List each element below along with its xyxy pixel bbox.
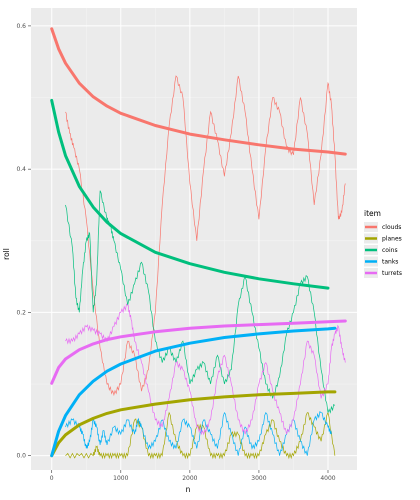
legend-label: clouds bbox=[382, 224, 401, 231]
legend-item-planes: planes bbox=[364, 233, 402, 244]
raw-line-coins bbox=[65, 190, 336, 414]
legend-title: item bbox=[364, 209, 381, 218]
legend-label: turrets bbox=[382, 270, 402, 277]
raw-line-planes bbox=[65, 411, 336, 460]
trend-line-clouds bbox=[50, 27, 347, 156]
legend-label: tanks bbox=[382, 259, 398, 266]
trend-line-turrets bbox=[50, 319, 347, 385]
trend-series-lines bbox=[50, 27, 347, 458]
legend-label: coins bbox=[382, 247, 398, 254]
legend-item-turrets: turrets bbox=[364, 268, 402, 278]
y-axis-title: roll bbox=[2, 248, 11, 260]
legend-item-coins: coins bbox=[364, 245, 398, 255]
x-tick-label: 0 bbox=[50, 475, 54, 482]
raw-series-lines bbox=[65, 75, 346, 460]
y-tick-label: 0.2 bbox=[16, 309, 26, 316]
trend-line-coins bbox=[50, 98, 330, 290]
x-tick-label: 2000 bbox=[182, 475, 197, 482]
y-tick-label: 0.6 bbox=[16, 23, 26, 30]
legend: item clouds planes coins tanks turrets bbox=[364, 209, 402, 278]
x-axis-title: n bbox=[186, 485, 191, 494]
raw-line-clouds bbox=[65, 75, 346, 397]
gridlines bbox=[31, 8, 357, 470]
x-tick-label: 4000 bbox=[320, 475, 335, 482]
raw-line-tanks bbox=[65, 411, 332, 456]
legend-item-clouds: clouds bbox=[364, 222, 401, 232]
x-tick-label: 3000 bbox=[251, 475, 266, 482]
raw-line-turrets bbox=[65, 303, 346, 436]
legend-label: planes bbox=[382, 236, 402, 243]
y-tick-label: 0.0 bbox=[16, 453, 26, 460]
trend-line-planes bbox=[50, 390, 337, 458]
legend-item-tanks: tanks bbox=[364, 256, 398, 267]
trend-line-tanks bbox=[50, 326, 337, 458]
y-tick-label: 0.4 bbox=[16, 166, 26, 173]
x-tick-label: 1000 bbox=[113, 475, 128, 482]
axis-ticks: 0 1000 2000 3000 4000 0.0 0.2 0.4 0.6 bbox=[16, 23, 335, 482]
